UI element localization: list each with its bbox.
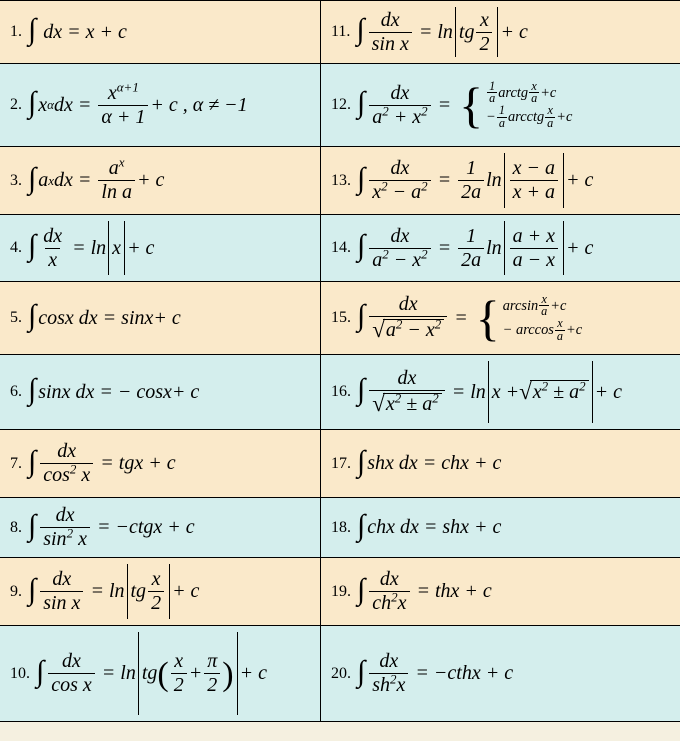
cell-8: 8. ∫ dxsin2 x =−ctgx + c (0, 498, 320, 558)
right-column: 11. ∫ dxsin x =ln tg x2 + c 12. ∫ dxa2 +… (320, 1, 680, 721)
cell-16: 16. ∫ dx√x2 ± a2 =ln x + √x2 ± a2 + c (321, 355, 680, 430)
cell-number: 3. (10, 172, 22, 190)
cell-4: 4. ∫ dxx= lnx + c (0, 215, 320, 282)
left-column: 1. ∫ dx=x + c 2. ∫xαdx= xα+1α + 1 + c , … (0, 1, 320, 721)
cell-number: 20. (331, 665, 351, 683)
cell-13: 13. ∫ dxx2 − a2 = 12a ln x − ax + a + c (321, 147, 680, 215)
cell-number: 11. (331, 23, 350, 41)
cell-9: 9. ∫ dxsin x =ln tg x2 + c (0, 558, 320, 626)
cell-number: 1. (10, 23, 22, 41)
cell-number: 16. (331, 383, 351, 401)
cell-7: 7. ∫ dxcos2 x =tgx + c (0, 430, 320, 498)
cell-14: 14. ∫ dxa2 − x2 = 12a ln a + xa − x + c (321, 215, 680, 282)
cell-18: 18. ∫chx dx=shx + c (321, 498, 680, 558)
cell-number: 15. (331, 309, 351, 327)
cell-number: 18. (331, 519, 351, 537)
cell-15: 15. ∫ dx√a2 − x2 ={ arcsin xa+c − arccos… (321, 282, 680, 355)
cell-6: 6. ∫sin x dx=− cos x + c (0, 355, 320, 430)
cell-10: 10. ∫ dxcos x =ln tg( x2 + π2 ) + c (0, 626, 320, 721)
cell-number: 14. (331, 239, 351, 257)
cell-20: 20. ∫ dxsh2x =−cthx + c (321, 626, 680, 721)
cell-number: 19. (331, 583, 351, 601)
cell-1: 1. ∫ dx=x + c (0, 1, 320, 64)
cell-number: 10. (10, 665, 30, 683)
cell-number: 17. (331, 455, 351, 473)
cell-2: 2. ∫xαdx= xα+1α + 1 + c , α ≠ −1 (0, 64, 320, 147)
cell-number: 13. (331, 172, 351, 190)
cell-number: 9. (10, 583, 22, 601)
cell-number: 7. (10, 455, 22, 473)
cell-3: 3. ∫axdx= axln a + c (0, 147, 320, 215)
cell-5: 5. ∫cos x dx=sin x + c (0, 282, 320, 355)
cell-12: 12. ∫ dxa2 + x2 ={ 1a arctg xa+c −1a arc… (321, 64, 680, 147)
cell-17: 17. ∫shx dx=chx + c (321, 430, 680, 498)
cell-number: 12. (331, 96, 351, 114)
integrals-table: 1. ∫ dx=x + c 2. ∫xαdx= xα+1α + 1 + c , … (0, 0, 680, 722)
cell-number: 8. (10, 519, 22, 537)
cell-number: 4. (10, 239, 22, 257)
cell-11: 11. ∫ dxsin x =ln tg x2 + c (321, 1, 680, 64)
cell-number: 2. (10, 96, 22, 114)
cell-number: 5. (10, 309, 22, 327)
cell-19: 19. ∫ dxch2x =thx + c (321, 558, 680, 626)
cell-number: 6. (10, 383, 22, 401)
